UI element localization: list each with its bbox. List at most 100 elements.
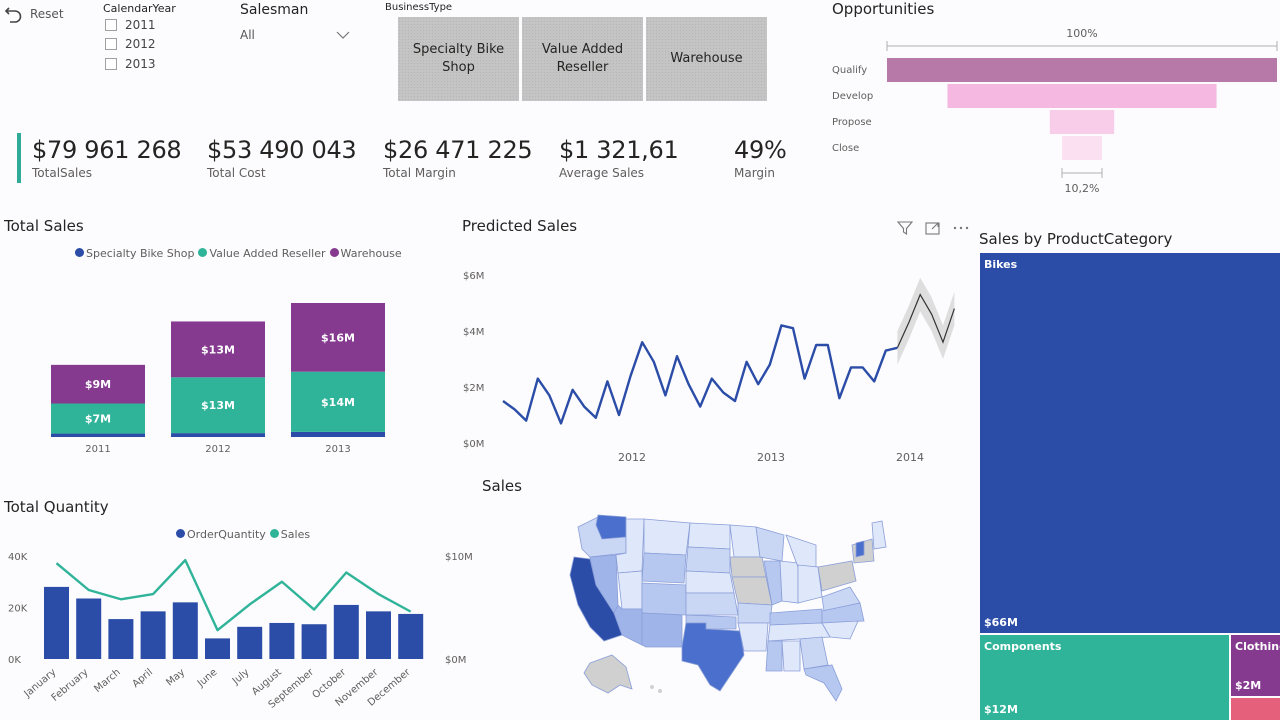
map-state[interactable] xyxy=(641,612,683,648)
quantity-bar[interactable] xyxy=(140,611,166,659)
focus-mode-icon[interactable] xyxy=(924,220,942,236)
filter-icon[interactable] xyxy=(896,220,914,236)
map-state-hawaii[interactable] xyxy=(658,689,662,693)
bar-segment[interactable] xyxy=(51,364,145,404)
bar-segment[interactable] xyxy=(171,377,265,434)
map-state[interactable] xyxy=(687,522,731,550)
tile-value-added-reseller[interactable]: Value Added Reseller xyxy=(522,17,643,101)
sales-map[interactable] xyxy=(560,505,900,715)
map-state[interactable] xyxy=(779,560,799,604)
quantity-bar[interactable] xyxy=(301,624,327,659)
map-state[interactable] xyxy=(643,518,691,556)
funnel-bar-close[interactable] xyxy=(1062,136,1102,160)
legend-label: Sales xyxy=(280,528,311,541)
legend-item[interactable]: OrderQuantity xyxy=(176,528,266,541)
map-state-hawaii[interactable] xyxy=(650,685,654,689)
bar-segment[interactable] xyxy=(171,433,265,437)
map-state[interactable] xyxy=(641,552,687,584)
map-state-texas[interactable] xyxy=(681,622,745,692)
legend-dot xyxy=(269,529,279,538)
map-state[interactable] xyxy=(641,582,687,616)
map-state[interactable] xyxy=(731,576,773,606)
bar-segment[interactable] xyxy=(291,431,385,437)
checkbox[interactable] xyxy=(105,38,117,51)
bar-segment[interactable] xyxy=(51,433,145,437)
treemap-cell-components[interactable]: Components $12M xyxy=(980,635,1229,720)
business-type-title: BusinessType xyxy=(385,2,453,13)
more-options-icon[interactable] xyxy=(952,220,970,236)
kpi-total-cost[interactable]: $53 490 043 Total Cost xyxy=(207,136,357,180)
kpi-average-sales[interactable]: $1 321,61 Average Sales xyxy=(559,136,679,180)
calendar-option-2012[interactable]: 2012 xyxy=(105,35,203,55)
map-state[interactable] xyxy=(737,622,769,652)
legend-item[interactable]: Specialty Bike Shop xyxy=(75,247,194,260)
map-state[interactable] xyxy=(821,620,859,640)
map-state[interactable] xyxy=(817,560,857,592)
quantity-bar[interactable] xyxy=(172,602,198,659)
checkbox[interactable] xyxy=(105,57,117,70)
legend-dot xyxy=(329,248,339,257)
map-state[interactable] xyxy=(617,570,643,610)
map-state[interactable] xyxy=(729,556,767,578)
kpi-total-sales[interactable]: $79 961 268 TotalSales xyxy=(32,136,182,180)
map-state[interactable] xyxy=(755,526,785,562)
map-state[interactable] xyxy=(769,608,823,626)
quantity-bar[interactable] xyxy=(269,622,295,659)
x-tick-label: June xyxy=(195,667,220,690)
tile-specialty-bike-shop[interactable]: Specialty Bike Shop xyxy=(398,17,519,101)
funnel-bar-propose[interactable] xyxy=(1049,110,1115,134)
quantity-bar[interactable] xyxy=(108,619,134,659)
map-state[interactable] xyxy=(729,524,761,558)
chevron-down-icon xyxy=(336,31,350,39)
legend-item[interactable]: Warehouse xyxy=(329,247,402,260)
map-state[interactable] xyxy=(737,602,773,624)
legend-label: Value Added Reseller xyxy=(209,247,326,260)
legend-item[interactable]: Sales xyxy=(269,528,311,541)
map-state[interactable] xyxy=(855,540,865,558)
y-tick-label: $4M xyxy=(463,327,484,338)
treemap-cell-accessories[interactable] xyxy=(1231,698,1280,720)
map-state[interactable] xyxy=(871,520,887,550)
funnel-bar-develop[interactable] xyxy=(947,84,1217,108)
tile-warehouse[interactable]: Warehouse xyxy=(646,17,767,101)
map-state-alaska[interactable] xyxy=(583,654,633,694)
map-state-washington[interactable] xyxy=(595,514,627,540)
funnel-bar-qualify[interactable] xyxy=(887,58,1277,82)
kpi-total-margin[interactable]: $26 471 225 Total Margin xyxy=(383,136,533,180)
map-state[interactable] xyxy=(781,640,801,672)
quantity-bar[interactable] xyxy=(205,638,230,659)
bar-segment[interactable] xyxy=(291,371,385,432)
y-left-tick-label: 20K xyxy=(8,604,28,615)
quantity-bar[interactable] xyxy=(333,604,359,659)
y-right-tick-label: $0M xyxy=(445,655,466,666)
calendar-option-2013[interactable]: 2013 xyxy=(105,54,203,74)
quantity-bar[interactable] xyxy=(366,611,391,659)
salesman-dropdown[interactable]: All xyxy=(240,28,350,42)
funnel-category-label: Close xyxy=(832,143,859,154)
reset-button[interactable]: Reset xyxy=(4,2,74,26)
map-state[interactable] xyxy=(685,592,739,616)
treemap-cell-clothing[interactable]: Clothing $2M xyxy=(1231,635,1280,696)
cell-value: $2M xyxy=(1235,679,1262,692)
quantity-bar[interactable] xyxy=(237,626,263,659)
quantity-bar[interactable] xyxy=(398,613,424,659)
map-state[interactable] xyxy=(765,640,783,672)
bar-segment[interactable] xyxy=(51,403,145,434)
map-state-florida[interactable] xyxy=(803,664,843,702)
map-state[interactable] xyxy=(821,602,865,624)
bar-segment[interactable] xyxy=(291,303,385,372)
bar-segment[interactable] xyxy=(171,321,265,378)
kpi-margin[interactable]: 49% Margin xyxy=(734,136,787,180)
kpi-value: 49% xyxy=(734,136,787,164)
legend-item[interactable]: Value Added Reseller xyxy=(198,247,326,260)
treemap-cell-bikes[interactable]: Bikes $66M xyxy=(980,253,1280,633)
map-state[interactable] xyxy=(685,570,735,594)
quantity-bar[interactable] xyxy=(76,598,102,659)
calendar-option-2011[interactable]: 2011 xyxy=(105,15,203,35)
map-state[interactable] xyxy=(685,546,731,574)
quantity-bar[interactable] xyxy=(44,586,69,659)
checkbox[interactable] xyxy=(105,18,117,31)
map-state[interactable] xyxy=(799,636,829,670)
map-state[interactable] xyxy=(613,604,643,646)
x-tick-label: May xyxy=(164,667,187,689)
